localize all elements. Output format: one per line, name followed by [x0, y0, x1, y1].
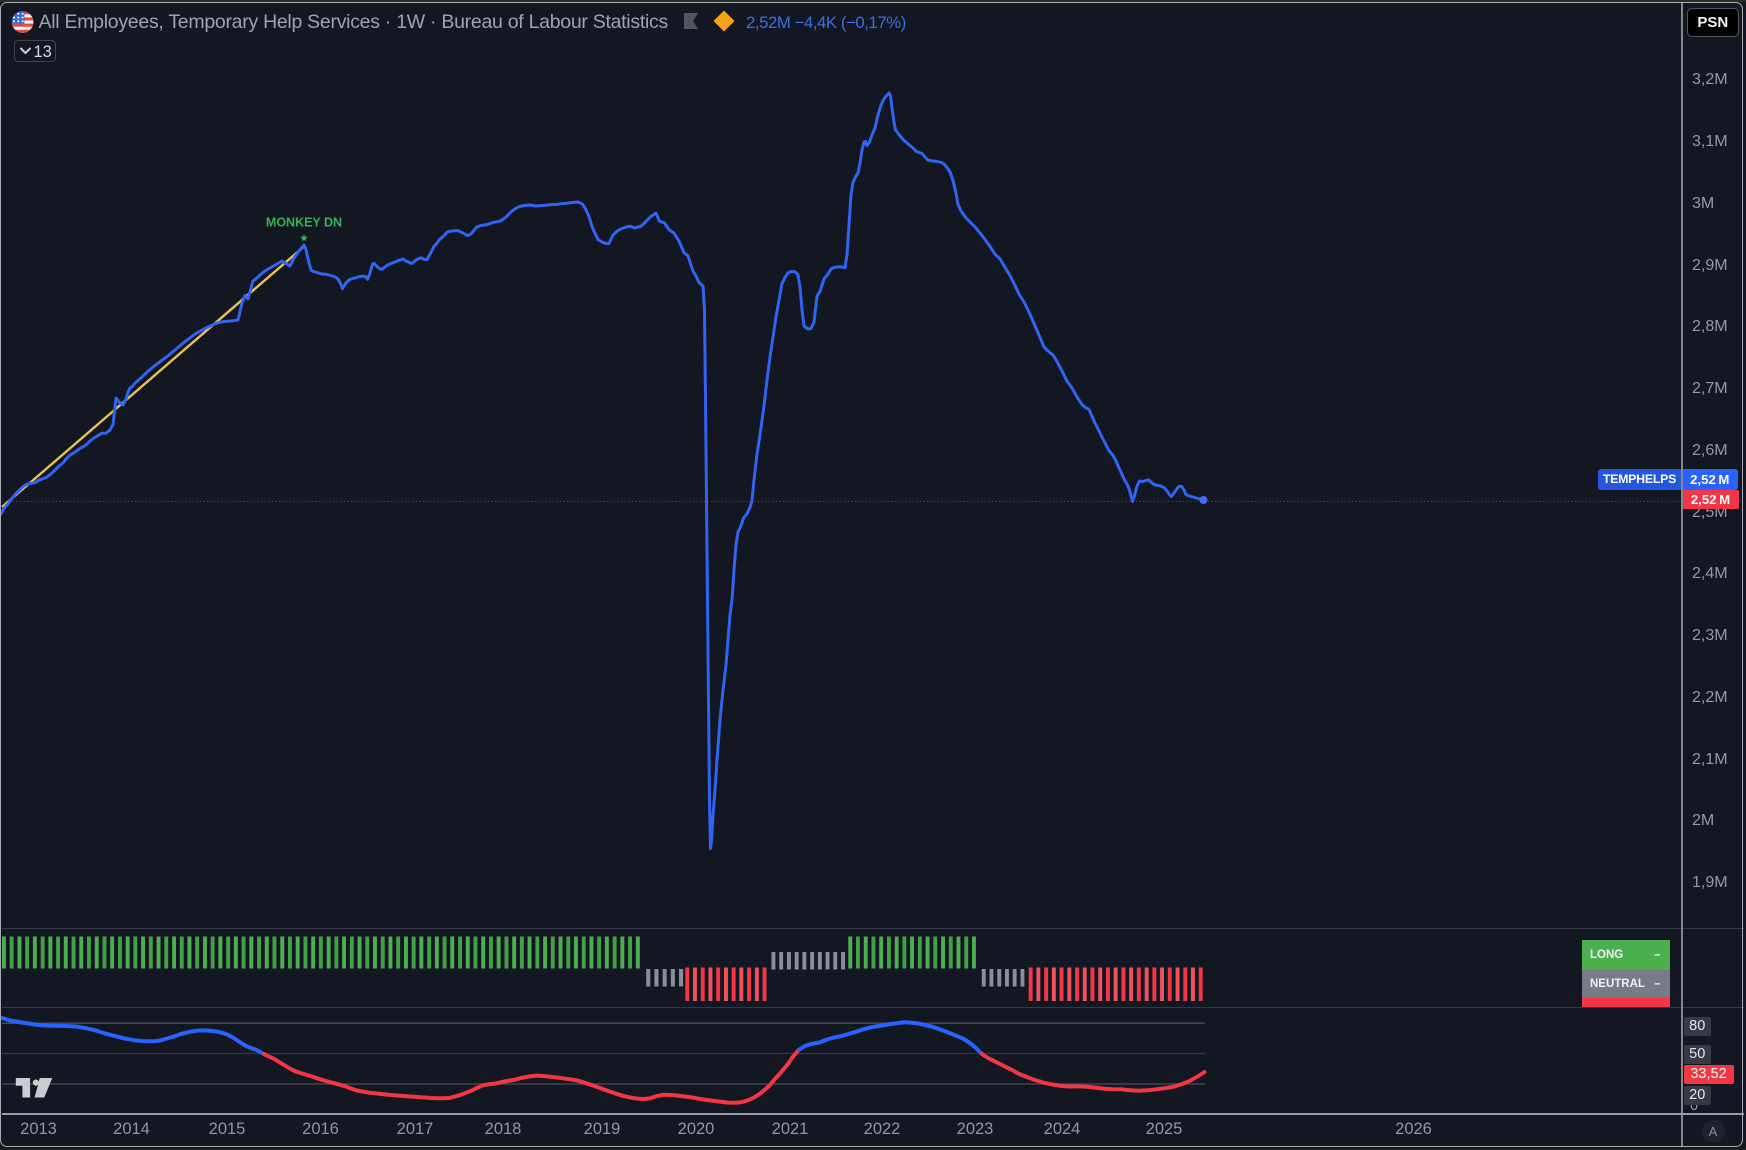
svg-text:MONKEY DN: MONKEY DN [266, 216, 342, 230]
